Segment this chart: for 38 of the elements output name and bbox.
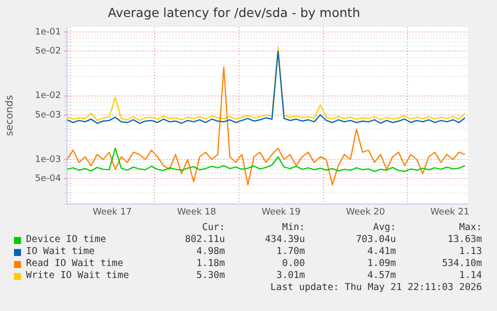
x-tick-label: Week 18 bbox=[177, 208, 216, 218]
chart-title: Average latency for /dev/sda - by month bbox=[108, 4, 360, 20]
text: 4.57m bbox=[367, 270, 396, 282]
text: 3.01m bbox=[276, 270, 305, 282]
text: 4.41m bbox=[367, 246, 396, 258]
y-tick-label: 1e-03 bbox=[35, 154, 61, 165]
text: 1.18m bbox=[196, 258, 225, 270]
text: Cur: bbox=[202, 222, 225, 234]
text: 802.11u bbox=[184, 234, 225, 246]
x-tick-label: Week 19 bbox=[262, 208, 301, 218]
text: Max: bbox=[459, 222, 482, 234]
legend-label: Read IO Wait time bbox=[26, 258, 124, 270]
y-tick-label: 5e-02 bbox=[35, 46, 61, 57]
x-tick-label: Week 17 bbox=[92, 208, 132, 218]
legend-label: Write IO Wait time bbox=[26, 270, 129, 282]
legend-label: IO Wait time bbox=[26, 246, 95, 258]
y-axis-title: seconds bbox=[4, 95, 16, 136]
text: 0.00 bbox=[282, 258, 305, 270]
text: 1.14 bbox=[459, 270, 482, 282]
text: 1.13 bbox=[459, 246, 482, 258]
text: 1.09m bbox=[367, 258, 396, 270]
text: Min: bbox=[282, 222, 305, 234]
text: 13.63m bbox=[448, 234, 482, 246]
text: 434.39u bbox=[264, 234, 305, 246]
text: 703.04u bbox=[356, 234, 396, 246]
legend-label: Device IO time bbox=[26, 234, 106, 246]
x-tick-label: Week 20 bbox=[346, 208, 386, 218]
y-tick-label: 1e-01 bbox=[35, 27, 61, 38]
text: 1.70m bbox=[276, 246, 305, 258]
y-tick-label: 5e-03 bbox=[35, 110, 61, 120]
text: 534.10m bbox=[442, 258, 482, 270]
text: 4.98m bbox=[196, 246, 225, 258]
y-tick-label: 1e-02 bbox=[35, 91, 61, 102]
y-tick-label: 5e-04 bbox=[35, 174, 62, 184]
text: Avg: bbox=[373, 222, 396, 234]
x-tick-label: Week 21 bbox=[430, 208, 470, 218]
text: 5.30m bbox=[196, 270, 225, 282]
text: Last update: Thu May 21 22:11:03 2026 bbox=[270, 282, 482, 294]
